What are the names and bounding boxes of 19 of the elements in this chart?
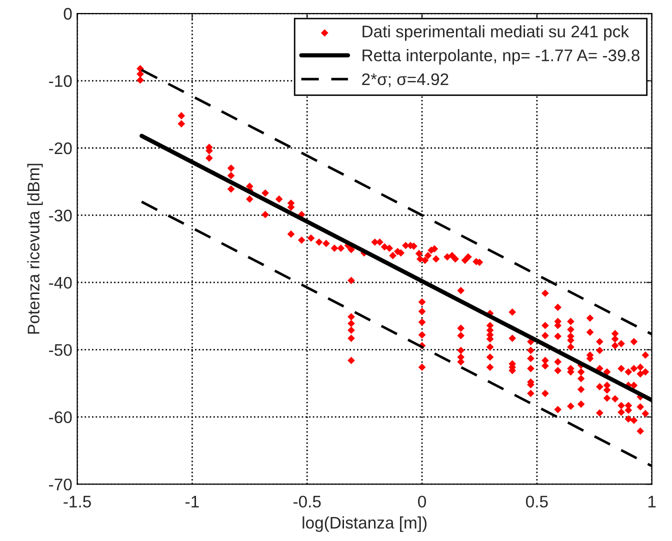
y-tick-label: -20 (49, 142, 72, 154)
x-axis-title: log(Distanza [m]) (302, 516, 427, 532)
x-tick-label: 1 (648, 496, 656, 508)
y-tick-label: -60 (49, 411, 72, 424)
y-tick-label: -10 (49, 75, 72, 87)
y-tick-label: 0 (64, 8, 72, 20)
legend-label: 2*σ; σ=4.92 (362, 73, 448, 88)
y-tick-label: -70 (49, 478, 72, 490)
legend-label: Retta interpolante, np= -1.77 A= -39.8 (362, 49, 640, 65)
x-tick-label: 0.5 (526, 496, 548, 508)
x-tick-label: 0 (418, 496, 426, 508)
legend-label: Dati sperimentali mediati su 241 pck (362, 25, 630, 41)
y-tick-label: -30 (49, 210, 72, 222)
y-tick-label: -40 (49, 276, 72, 289)
x-tick-label: -1.5 (64, 496, 91, 508)
x-tick-label: -0.5 (293, 496, 321, 508)
y-tick-label: -50 (49, 344, 72, 356)
x-tick-label: -1 (186, 496, 199, 508)
y-axis-title: Potenza ricevuta [dBm] (27, 164, 43, 334)
